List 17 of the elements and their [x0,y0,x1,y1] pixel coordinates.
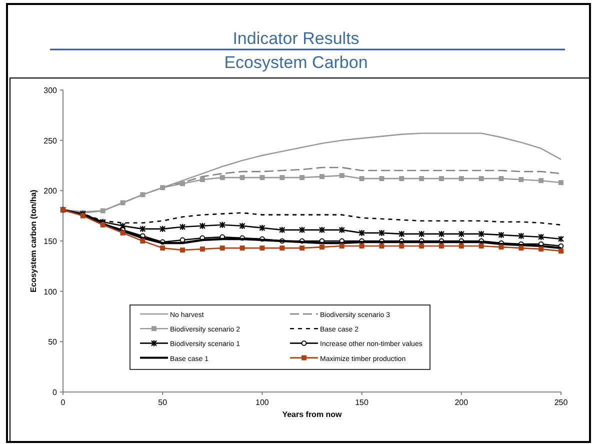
chart-title: Indicator Results [232,29,360,48]
y-tick-label: 100 [44,287,58,296]
y-tick-label: 300 [44,86,58,95]
x-axis-title: Years from now [282,410,343,419]
x-tick-label: 200 [454,398,469,407]
x-tick-label: 50 [158,398,168,407]
x-tick-label: 0 [60,398,66,407]
y-tick-label: 250 [44,136,58,146]
x-tick-label: 150 [355,398,370,407]
x-tick-label: 250 [554,398,568,407]
y-tick-label: 50 [48,338,58,347]
y-axis-title: Ecosystem carbon (ton/ha) [29,189,38,292]
x-tick-label: 100 [256,398,270,407]
chart-subtitle: Ecosystem Carbon [224,53,368,72]
y-tick-label: 0 [52,388,58,397]
y-tick-label: 200 [44,186,58,196]
y-tick-label: 150 [44,237,58,246]
